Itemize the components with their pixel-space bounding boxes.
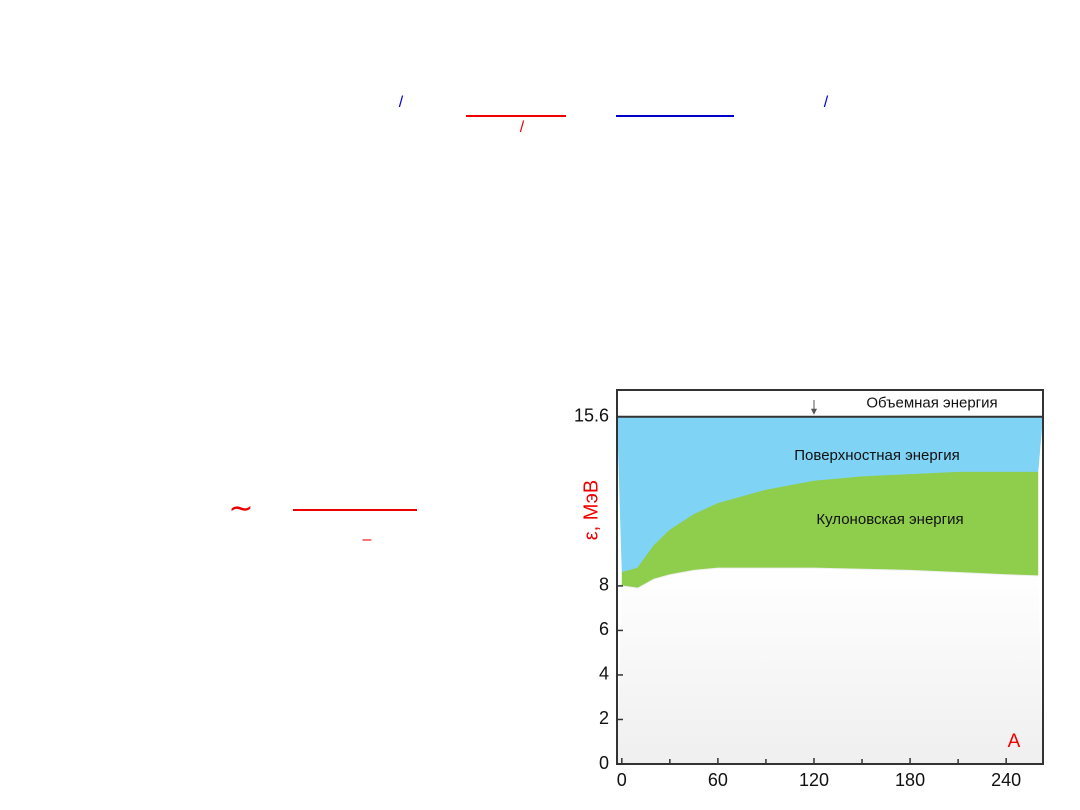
boundary-line (621, 471, 1039, 574)
x-tick-label: 0 (617, 770, 627, 790)
boundary-line (621, 567, 1039, 589)
region-label: Поверхностная энергия (794, 447, 959, 464)
binding-region (617, 568, 1043, 764)
formula-fragment: / (399, 94, 404, 111)
plot: Объемная энергия Поверхностная энергия Кул… (574, 389, 1044, 790)
y-tick-label: 2 (599, 708, 609, 728)
y-tick-label: 15.6 (574, 405, 609, 425)
y-tick-label: 6 (599, 619, 609, 639)
x-axis-label: A (1008, 731, 1021, 752)
formula-fragment: / (824, 94, 829, 111)
x-tick-label: 120 (799, 770, 829, 790)
y-tick-label: 0 (599, 753, 609, 773)
arrow-head (810, 408, 817, 415)
region-label: Кулоновская энергия (816, 511, 963, 528)
formula-fragment: / (520, 119, 525, 136)
formula-fragment: ∼ (228, 492, 253, 525)
y-tick-label: 8 (599, 575, 609, 595)
y-tick-label: 4 (599, 664, 609, 684)
x-tick-label: 240 (991, 770, 1021, 790)
surface-region (617, 416, 1043, 573)
formula-fragment: – (363, 531, 372, 548)
x-tick-label: 180 (895, 770, 925, 790)
x-tick-label: 60 (708, 770, 728, 790)
region-label: Объемная энергия (866, 394, 997, 411)
y-axis-label: ε, МэВ (580, 480, 602, 540)
plot-frame (616, 389, 1044, 765)
